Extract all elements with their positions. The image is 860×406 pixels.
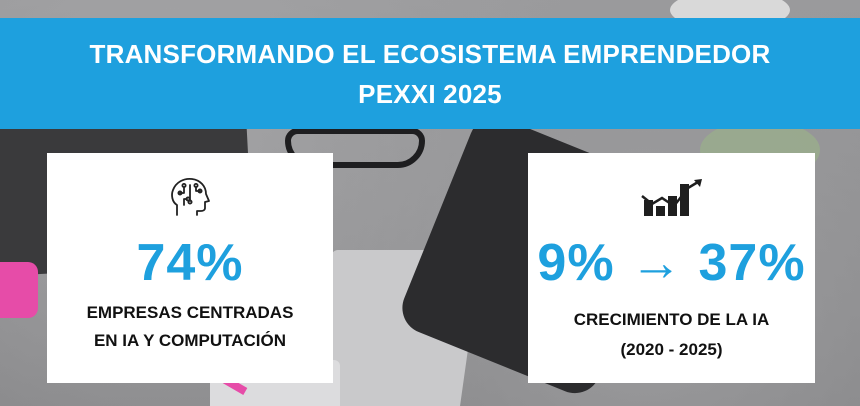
stat-label-line2: EN IA Y COMPUTACIÓN	[93, 331, 287, 350]
stat-value: 9% → 37%	[537, 234, 806, 292]
pink-sleeve	[0, 262, 38, 318]
stat-label-line2: (2020 - 2025)	[620, 340, 723, 359]
stat-label-line1: CRECIMIENTO DE LA IA	[573, 310, 770, 329]
title-banner: TRANSFORMANDO EL ECOSISTEMA EMPRENDEDOR …	[0, 18, 860, 129]
stat-card-ai-growth: 9% → 37% CRECIMIENTO DE LA IA (2020 - 20…	[528, 153, 815, 383]
stat-label: EMPRESAS CENTRADAS EN IA Y COMPUTACIÓN	[87, 299, 294, 355]
ai-brain-head-icon	[167, 173, 213, 223]
banner-title: TRANSFORMANDO EL ECOSISTEMA EMPRENDEDOR	[89, 38, 771, 69]
eyeglasses	[285, 128, 425, 168]
stat-label: CRECIMIENTO DE LA IA (2020 - 2025)	[574, 305, 770, 365]
growth-chart-arrow-icon	[640, 173, 704, 223]
stat-value: 74%	[136, 234, 244, 292]
stat-label-line1: EMPRESAS CENTRADAS	[86, 303, 294, 322]
stat-card-ai-companies: 74% EMPRESAS CENTRADAS EN IA Y COMPUTACI…	[47, 153, 333, 383]
banner-subtitle: PEXXI 2025	[358, 78, 502, 109]
